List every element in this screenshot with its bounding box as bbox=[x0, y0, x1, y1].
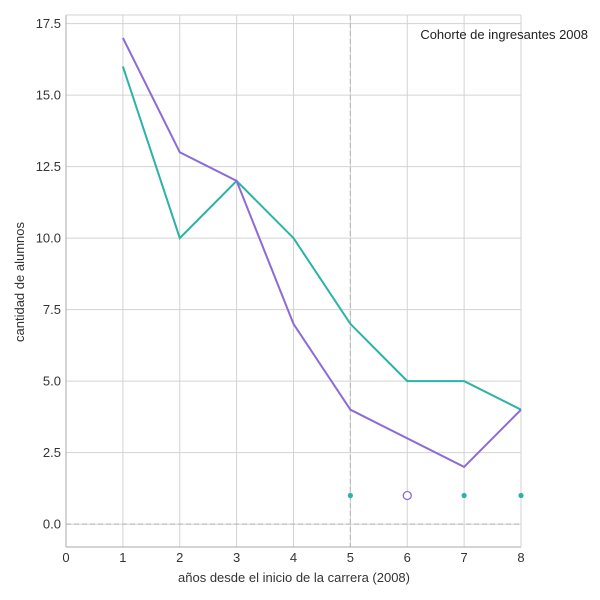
y-tick-label-2: 5.0 bbox=[43, 374, 61, 389]
y-tick-label-5: 12.5 bbox=[36, 159, 61, 174]
y-tick-label-3: 7.5 bbox=[43, 302, 61, 317]
x-axis-title: años desde el inicio de la carrera (2008… bbox=[178, 570, 410, 585]
y-tick-label-0: 0.0 bbox=[43, 517, 61, 532]
marker-3 bbox=[518, 492, 524, 499]
y-tick-labels: 0.0 2.5 5.0 7.5 10.0 12.5 15.0 17.5 bbox=[36, 16, 61, 532]
reference-lines bbox=[66, 15, 521, 547]
x-tick-labels: 0 1 2 3 4 5 6 7 8 bbox=[62, 550, 524, 565]
grid bbox=[65, 15, 522, 547]
y-tick-label-4: 10.0 bbox=[36, 231, 61, 246]
x-tick-label-8: 8 bbox=[517, 550, 524, 565]
markers bbox=[347, 490, 524, 501]
x-tick-label-2: 2 bbox=[176, 550, 183, 565]
series-line-serie-violeta bbox=[122, 37, 522, 469]
x-tick-label-4: 4 bbox=[290, 550, 297, 565]
plot-frame bbox=[65, 14, 522, 548]
x-tick-label-3: 3 bbox=[233, 550, 240, 565]
y-axis-title: cantidad de alumnos bbox=[12, 222, 27, 342]
y-tick-label-1: 2.5 bbox=[43, 445, 61, 460]
x-tick-label-1: 1 bbox=[119, 550, 126, 565]
chart-annotation: Cohorte de ingresantes 2008 bbox=[420, 27, 588, 42]
marker-0 bbox=[347, 492, 353, 499]
series-lines bbox=[121, 37, 522, 469]
marker-2 bbox=[461, 492, 467, 499]
x-tick-label-5: 5 bbox=[347, 550, 354, 565]
marker-1 bbox=[402, 490, 412, 501]
y-tick-label-6: 15.0 bbox=[36, 88, 61, 103]
x-tick-label-7: 7 bbox=[461, 550, 468, 565]
x-tick-label-6: 6 bbox=[404, 550, 411, 565]
series-line-serie-verde bbox=[121, 66, 522, 411]
x-tick-label-0: 0 bbox=[62, 550, 69, 565]
y-tick-label-7: 17.5 bbox=[36, 16, 61, 31]
